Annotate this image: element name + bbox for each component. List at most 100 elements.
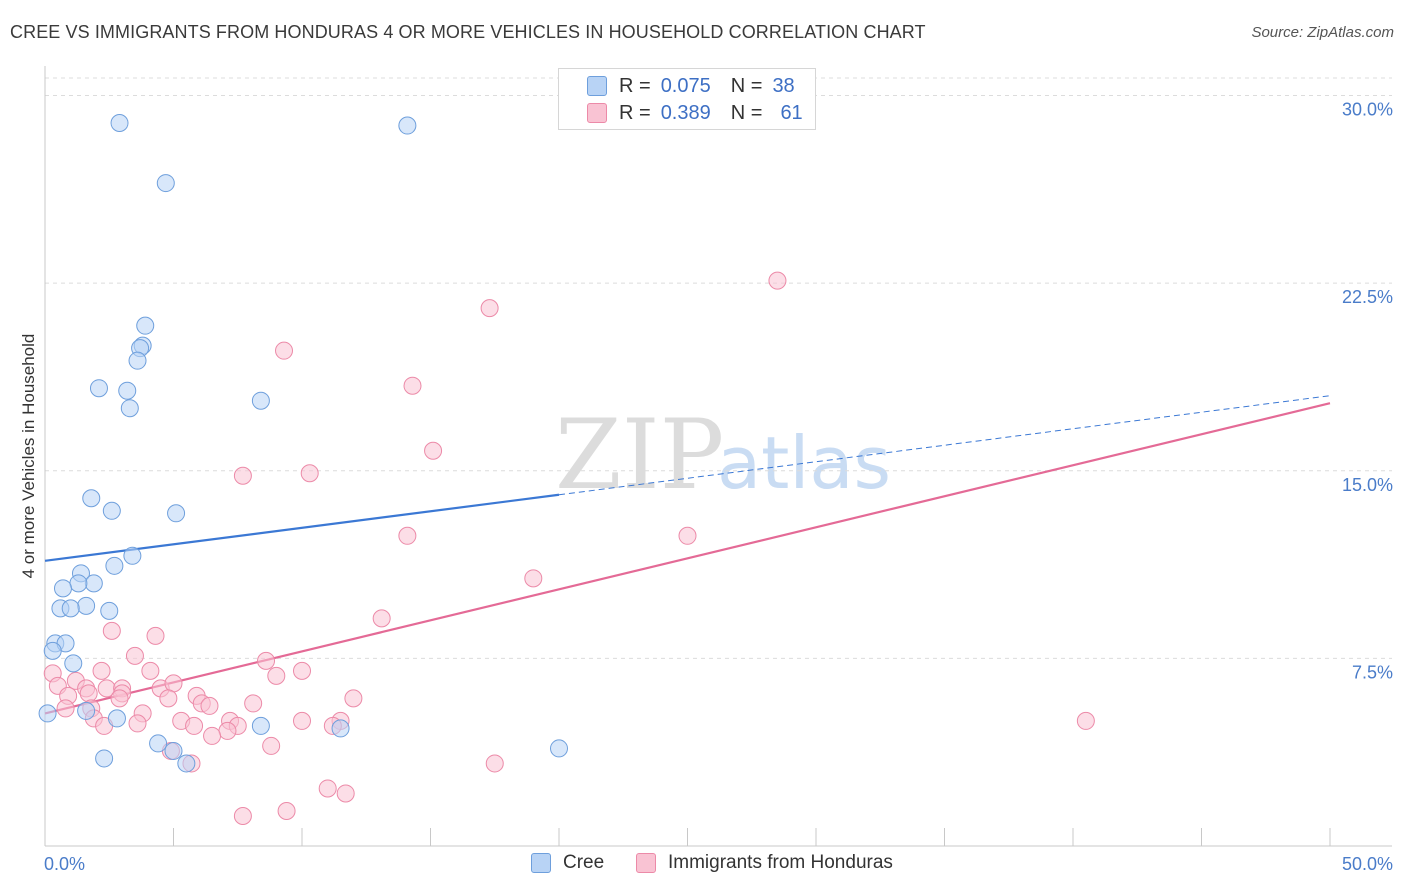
honduras-point [92,661,111,680]
cree-point [77,701,96,720]
legend-item-honduras: Immigrants from Honduras [636,852,893,874]
gridlines [45,77,1392,659]
honduras-point [424,441,443,460]
honduras-point [146,626,165,645]
cree-point [64,654,83,673]
stats-legend-row-honduras: R = 0.389 N = 61 [559,100,803,126]
honduras-point [398,526,417,545]
cree-swatch [587,76,607,96]
cree-point [69,574,88,593]
honduras-point [485,754,504,773]
cree-legend-swatch [531,853,551,873]
r-value: 0.075 [660,74,711,97]
chart-title: CREE VS IMMIGRANTS FROM HONDURAS 4 OR MO… [10,22,926,42]
honduras-point [293,661,311,680]
x-tick-label-min: 0.0% [44,854,85,874]
legend-label-cree: Cree [563,852,605,873]
watermark-atlas: atlas [717,421,891,505]
honduras-point [480,299,499,318]
cree-point [251,716,270,735]
watermark: ZIP atlas [555,399,891,511]
cree-point [149,734,168,753]
honduras-point [125,646,144,665]
honduras-point [768,271,787,290]
honduras-point [678,526,697,545]
r-value: 0.389 [660,101,711,124]
n-value: 61 [780,101,803,124]
honduras-point [318,779,337,798]
n-label: N = [730,101,763,124]
honduras-point [128,714,147,733]
honduras-point [164,674,183,693]
honduras-point [277,801,296,820]
n-label: N = [730,74,763,97]
honduras-point [110,689,129,708]
scatter-points [38,114,1095,825]
honduras-point [141,661,160,680]
honduras-legend-swatch [636,853,656,873]
honduras-point [267,666,286,685]
honduras-point [102,621,121,640]
y-tick-label: 15.0% [1342,475,1393,495]
cree-point [38,704,57,723]
cree-point [156,174,175,193]
x-tick-label-max: 50.0% [1342,854,1393,874]
cree-point [128,351,147,370]
n-value: 38 [772,74,795,97]
cree-point [95,749,114,768]
cree-point [123,546,142,565]
tick-labels: 7.5% 15.0% 22.5% 30.0% 0.0% 50.0% [44,100,1393,874]
cree-point [61,599,80,618]
stats-legend-row-cree: R = 0.075 N = 38 [559,73,795,99]
cree-point [53,579,72,598]
honduras-point [403,376,422,395]
legend-label-honduras: Immigrants from Honduras [668,852,893,873]
honduras-point [233,806,252,825]
cree-point [84,574,103,593]
source-label: Source: ZipAtlas.com [1251,24,1394,41]
watermark-zip: ZIP [555,399,724,511]
honduras-point [244,694,263,713]
cree-point [177,754,196,773]
honduras-point [257,651,276,670]
stats-legend: R = 0.075 N = 38 R = 0.389 N = 61 [558,68,816,130]
legend-item-cree: Cree [531,852,604,874]
honduras-point [275,341,294,360]
series-legend: Cree Immigrants from Honduras [0,852,1406,878]
cree-point [118,381,137,400]
honduras-point [159,689,178,708]
cree-point [251,391,270,410]
cree-point [77,596,96,615]
cree-point [100,601,119,620]
honduras-point [79,684,98,703]
cree-point [107,709,126,728]
honduras-point [372,609,391,628]
honduras-point [56,699,75,718]
cree-point [136,316,155,335]
honduras-point [203,726,222,745]
honduras-point [200,696,219,715]
cree-point [550,739,568,758]
cree-point [89,379,108,398]
y-tick-label: 30.0% [1342,100,1393,120]
cree-point [167,504,186,523]
cree-point [164,741,183,760]
honduras-point [1076,711,1095,730]
honduras-point [262,736,281,755]
cree-point [82,489,101,508]
cree-point [398,116,417,135]
honduras-point [218,721,237,740]
honduras-point [293,711,311,730]
cree-point [120,399,139,418]
cree-point [105,556,124,575]
cree-point [110,114,129,133]
y-axis-label: 4 or more Vehicles in Household [19,334,38,579]
r-label: R = [619,74,651,97]
r-label: R = [619,101,651,124]
honduras-point [185,716,204,735]
y-tick-label: 22.5% [1342,287,1393,307]
cree-point [331,719,350,738]
honduras-point [300,464,319,483]
cree-trend-line [44,493,560,562]
